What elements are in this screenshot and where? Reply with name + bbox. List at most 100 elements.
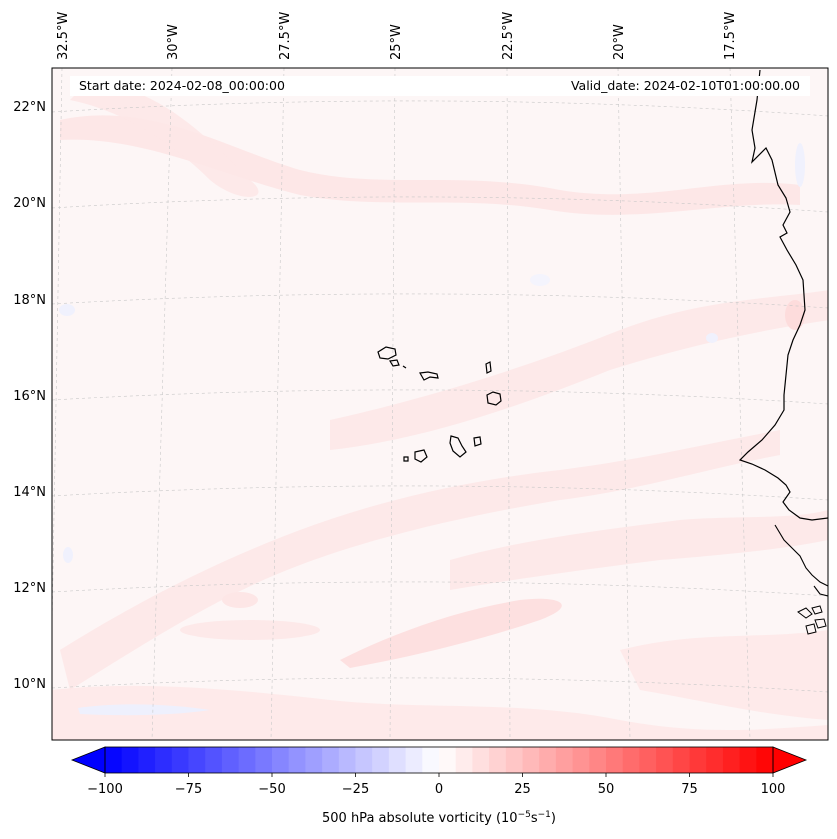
colorbar-step <box>739 747 757 773</box>
colorbar-ticks <box>104 773 774 777</box>
lat-label: 22°N <box>13 100 46 115</box>
colorbar-step <box>672 747 690 773</box>
colorbar-step <box>756 747 774 773</box>
colorbar-tick-label: 50 <box>598 782 615 797</box>
colorbar-step <box>188 747 206 773</box>
vorticity-band <box>620 630 828 720</box>
colorbar-step <box>555 747 574 773</box>
colorbar-steps <box>105 747 774 773</box>
colorbar-step <box>539 747 557 773</box>
colorbar-step <box>205 747 223 773</box>
colorbar-step <box>639 747 657 773</box>
colorbar-step <box>338 747 356 773</box>
colorbar-step <box>255 747 273 773</box>
vorticity-field <box>52 68 828 740</box>
vorticity-band <box>785 300 805 330</box>
colorbar-label: 500 hPa absolute vorticity (10−5s−1) <box>322 810 556 826</box>
lat-label: 14°N <box>13 485 46 500</box>
island-sal <box>485 361 492 374</box>
island-santa-luzia <box>402 365 407 369</box>
island-santiago <box>449 435 467 458</box>
island-boa-vista <box>486 391 502 406</box>
colorbar-tick-label: 25 <box>514 782 531 797</box>
colorbar-step <box>422 747 440 773</box>
lon-label: 32.5°W <box>56 12 71 60</box>
colorbar-step <box>171 747 189 773</box>
lon-label: 20°W <box>612 24 627 60</box>
lon-label: 17.5°W <box>723 12 738 60</box>
colorbar-step <box>121 747 139 773</box>
colorbar-tick-label: 100 <box>761 782 786 797</box>
start-date-label: Start date: 2024-02-08_00:00:00 <box>79 78 285 93</box>
colorbar-step <box>238 747 256 773</box>
lon-label: 22.5°W <box>501 12 516 60</box>
vorticity-band <box>450 510 828 590</box>
cape-verde-islands <box>377 346 502 463</box>
island-santo-antao <box>377 346 397 360</box>
colorbar-tick-labels: −100 −75 −50 −25 0 25 50 75 100 <box>87 782 785 797</box>
negative-vorticity-patch <box>530 274 550 286</box>
colorbar-step <box>355 747 373 773</box>
colorbar-step <box>405 747 423 773</box>
negative-vorticity-patch <box>78 704 210 716</box>
colorbar-step <box>155 747 173 773</box>
colorbar-step <box>689 747 707 773</box>
island-sao-nicolau <box>419 371 439 381</box>
colorbar-step <box>722 747 741 773</box>
colorbar-step <box>288 747 306 773</box>
colorbar-step <box>138 747 156 773</box>
vorticity-band <box>70 80 259 197</box>
negative-vorticity-patch <box>63 547 73 563</box>
colorbar-tick-label: 75 <box>681 782 698 797</box>
colorbar-tick-label: −75 <box>175 782 202 797</box>
colorbar-step <box>472 747 490 773</box>
colorbar-step <box>522 747 540 773</box>
african-coastline-guinea <box>774 524 828 587</box>
colorbar-step <box>388 747 407 773</box>
colorbar-step <box>305 747 323 773</box>
lon-label: 25°W <box>389 24 404 60</box>
negative-vorticity-patch <box>59 304 75 316</box>
colorbar-step <box>706 747 724 773</box>
colorbar-tick-label: 0 <box>435 782 443 797</box>
negative-vorticity-patch <box>706 333 718 343</box>
vorticity-band <box>52 685 828 740</box>
colorbar-step <box>105 747 123 773</box>
vorticity-band <box>180 620 320 640</box>
colorbar-step <box>606 747 624 773</box>
colorbar-step <box>505 747 523 773</box>
lat-label: 16°N <box>13 389 46 404</box>
longitude-labels: 32.5°W 30°W 27.5°W 25°W 22.5°W 20°W 17.5… <box>56 12 738 60</box>
colorbar-max-extension <box>772 746 808 774</box>
lat-label: 12°N <box>13 581 46 596</box>
valid-date-label: Valid_date: 2024-02-10T01:00:00.00 <box>571 78 800 93</box>
vorticity-band <box>60 430 780 690</box>
colorbar-tick-label: −100 <box>87 782 123 797</box>
vorticity-band <box>330 290 828 450</box>
colorbar-step <box>439 747 457 773</box>
bijagos-islands <box>797 605 827 635</box>
colorbar-tick-label: −50 <box>258 782 285 797</box>
lon-label: 27.5°W <box>278 12 293 60</box>
map-frame <box>51 67 829 741</box>
colorbar: −100 −75 −50 −25 0 25 50 75 100 500 hPa … <box>70 746 808 826</box>
colorbar-step <box>656 747 674 773</box>
colorbar-min-extension <box>70 746 106 774</box>
colorbar-step <box>489 747 507 773</box>
colorbar-step <box>221 747 240 773</box>
colorbar-step <box>589 747 607 773</box>
colorbar-step <box>455 747 473 773</box>
island-fogo <box>414 449 428 463</box>
graticule <box>52 68 828 740</box>
colorbar-step <box>322 747 340 773</box>
colorbar-step <box>272 747 290 773</box>
lat-label: 20°N <box>13 196 46 211</box>
latitude-labels: 22°N 20°N 18°N 16°N 14°N 12°N 10°N <box>13 100 46 692</box>
african-coastline <box>738 69 828 521</box>
vorticity-band <box>340 598 562 668</box>
island-sao-vicente <box>389 359 400 367</box>
african-coastline-south <box>813 585 828 597</box>
header-bar <box>70 76 810 96</box>
colorbar-tick-label: −25 <box>342 782 369 797</box>
